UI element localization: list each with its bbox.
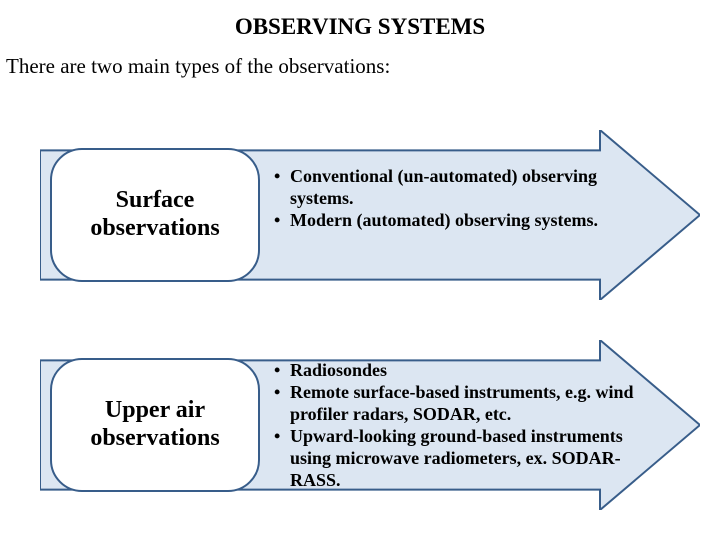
block-label: Surface observations (50, 148, 260, 282)
title-text: OBSERVING SYSTEMS (235, 14, 485, 39)
bullet-item: Upward-looking ground-based instruments … (274, 426, 644, 492)
intro-text-wrap: There are two main types of the observat… (0, 40, 720, 79)
bullet-item: Modern (automated) observing systems. (274, 210, 644, 232)
bullet-item: Radiosondes (274, 360, 644, 382)
block-bullets: Conventional (un-automated) observing sy… (274, 166, 644, 232)
block-label: Upper air observations (50, 358, 260, 492)
page-title: OBSERVING SYSTEMS (0, 0, 720, 40)
observation-block: Surface observations Conventional (un-aut… (40, 130, 700, 300)
block-label-text: Upper air observations (60, 397, 250, 452)
block-bullets: RadiosondesRemote surface-based instrume… (274, 360, 644, 492)
intro-text: There are two main types of the observat… (6, 54, 390, 78)
block-label-text: Surface observations (60, 187, 250, 242)
bullet-item: Conventional (un-automated) observing sy… (274, 166, 644, 210)
bullet-item: Remote surface-based instruments, e.g. w… (274, 382, 644, 426)
observation-block: Upper air observations RadiosondesRemote … (40, 340, 700, 510)
